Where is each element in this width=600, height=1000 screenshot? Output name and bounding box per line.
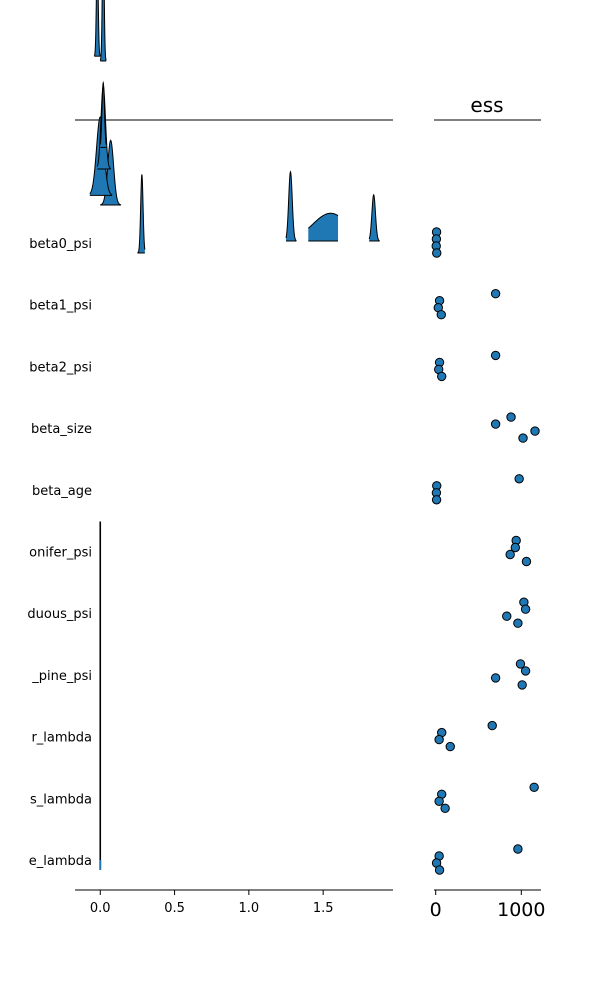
parameter-label: beta_age: [32, 484, 92, 499]
ess-point-beta1_psi: [490, 289, 501, 299]
ridge-outline-beta0_psi: [307, 212, 339, 229]
left-tick-label: 1.5: [313, 901, 334, 916]
parameter-label: duous_psi: [27, 607, 92, 622]
ess-point-duous_psi: [513, 618, 523, 628]
ess-point-onifer_psi: [505, 549, 515, 560]
parameter-label: e_lambda: [29, 854, 92, 869]
ess-point-beta2_psi: [437, 371, 447, 382]
parameter-label: _pine_psi: [31, 669, 92, 684]
ridge-outline-beta_size: [99, 0, 107, 61]
ridge-outline-beta2_psi: [99, 80, 107, 145]
ess-point-e_lambda: [513, 844, 523, 854]
parameter-label: beta2_psi: [29, 360, 92, 375]
ess-point-onifer_psi: [521, 556, 532, 567]
ess-point-r_lambda: [445, 741, 455, 752]
ess-points-group: [431, 227, 540, 875]
ridge-outline-beta0_psi: [100, 139, 122, 206]
ess-panel-title: ess: [470, 93, 503, 117]
ridge-outline-beta0_psi: [285, 170, 297, 242]
parameter-label: onifer_psi: [29, 546, 92, 561]
left-tick-label: 0.0: [90, 901, 111, 916]
ridge-group: [89, 0, 380, 870]
ess-point-_pine_psi: [517, 680, 527, 690]
ridge-outline-beta0_psi: [368, 193, 380, 242]
parameter-labels: beta0_psi beta1_psi beta2_psi beta_sizebeta…: [27, 237, 92, 869]
ess-point-beta_size: [518, 433, 528, 443]
ridge-outline-beta0_psi: [137, 174, 146, 254]
ridge-fill-beta0_psi: [137, 174, 145, 253]
left-x-ticks: 0.0 0.5 1.0 1.5: [90, 890, 334, 916]
ess-point-beta_size: [530, 426, 540, 436]
parameter-label: beta_size: [31, 422, 92, 437]
left-tick-label: 1.0: [239, 901, 260, 916]
ridge-fill-beta0_psi: [100, 140, 122, 205]
ess-panel: ess 0 1000: [430, 93, 546, 921]
parameter-label: beta1_psi: [29, 299, 92, 314]
ess-point-_pine_psi: [515, 659, 526, 669]
right-tick-label: 1000: [497, 899, 545, 921]
ess-point-beta2_psi: [490, 350, 501, 361]
ess-point-s_lambda: [434, 796, 444, 806]
ess-point-s_lambda: [440, 803, 450, 813]
ess-point-beta_size: [490, 419, 501, 429]
ess-point-beta_size: [506, 412, 516, 422]
parameter-label: beta0_psi: [29, 237, 92, 252]
ess-point-e_lambda: [434, 865, 445, 875]
ess-point-beta_age: [514, 474, 524, 484]
ess-point-r_lambda: [434, 734, 444, 745]
parameter-label: s_lambda: [30, 792, 92, 807]
ridge-fill-beta0_psi: [369, 194, 380, 241]
ess-point-duous_psi: [520, 604, 531, 614]
ess-point-onifer_psi: [510, 542, 521, 553]
ridge-fill-beta0_psi: [308, 213, 339, 241]
ess-point-beta_age: [431, 495, 442, 505]
ridge-fill-beta0_psi: [286, 171, 297, 241]
ess-point-s_lambda: [529, 782, 539, 792]
ess-point-_pine_psi: [490, 673, 501, 683]
ridge-outline-beta_age: [93, 0, 101, 57]
parameter-label: r_lambda: [31, 731, 92, 746]
right-x-ticks: 0 1000: [430, 890, 545, 921]
ridgeline-panel: 0.0 0.5 1.0 1.5 beta0_psi beta1_psi beta2_psi…: [27, 0, 393, 916]
ess-point-beta0_psi: [432, 248, 442, 258]
right-tick-label: 0: [430, 899, 442, 921]
ess-point-r_lambda: [487, 720, 497, 731]
left-tick-label: 0.5: [164, 901, 185, 916]
ess-point-beta1_psi: [436, 310, 446, 320]
ess-point-_pine_psi: [520, 666, 531, 676]
ess-point-duous_psi: [502, 611, 512, 621]
